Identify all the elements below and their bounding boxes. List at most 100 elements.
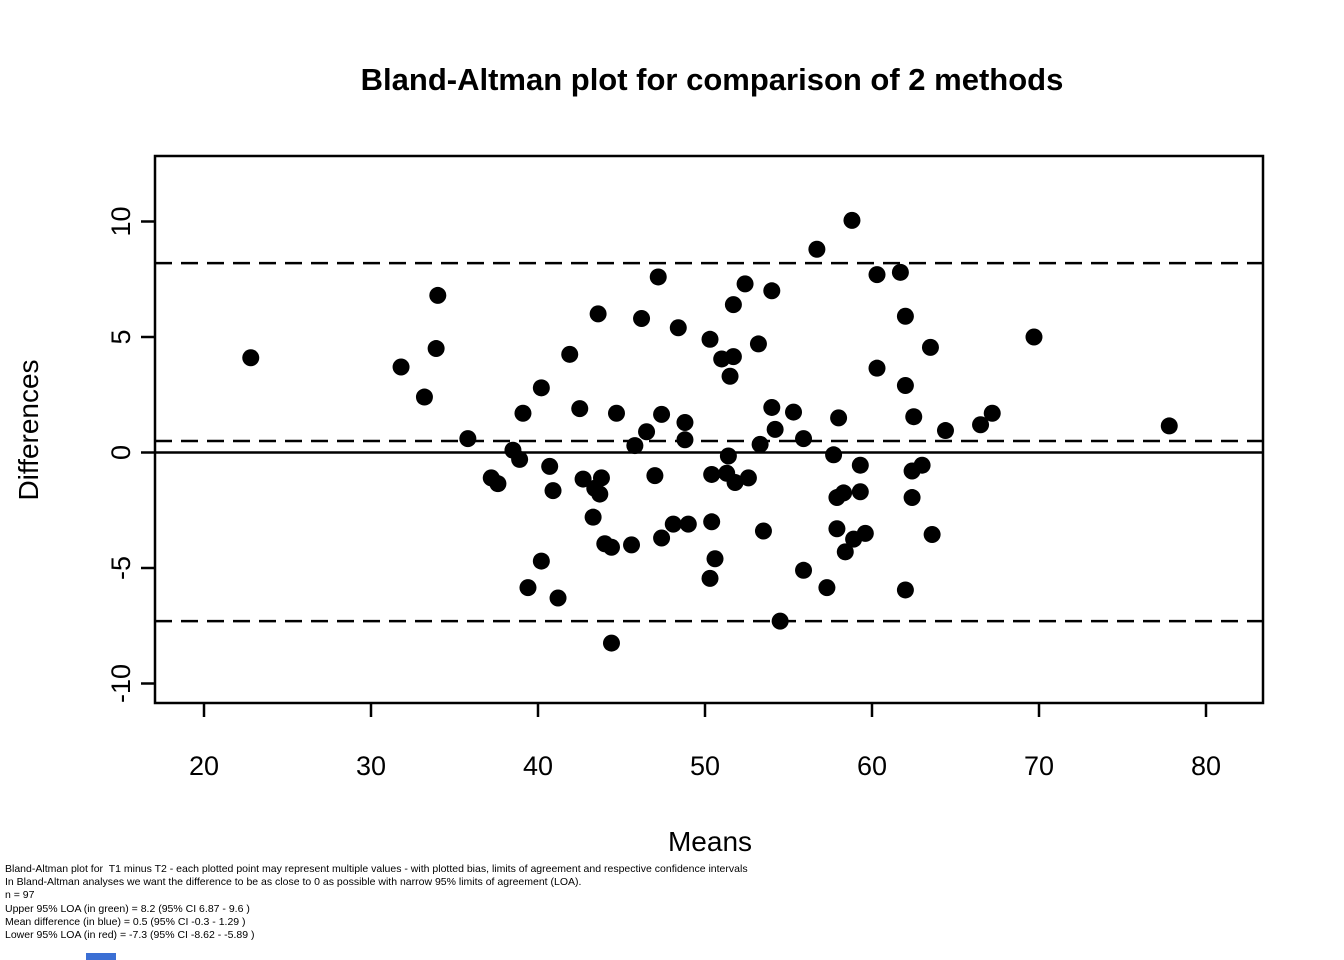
data-point bbox=[649, 268, 667, 286]
data-point bbox=[489, 475, 507, 493]
data-point bbox=[896, 307, 914, 325]
data-point bbox=[664, 515, 682, 533]
data-point bbox=[626, 437, 644, 455]
data-point bbox=[638, 423, 656, 441]
data-point bbox=[751, 435, 769, 453]
data-point bbox=[571, 400, 589, 418]
data-point bbox=[785, 403, 803, 421]
y-tick-label: 0 bbox=[106, 445, 136, 460]
x-tick-label: 50 bbox=[690, 751, 720, 781]
data-point bbox=[549, 589, 567, 607]
data-point bbox=[574, 470, 592, 488]
data-point bbox=[923, 526, 941, 544]
y-axis-ticks: -10 -5 0 5 10 bbox=[106, 206, 155, 703]
data-point bbox=[856, 524, 874, 542]
x-tick-label: 20 bbox=[189, 751, 219, 781]
data-point bbox=[653, 529, 671, 547]
data-point bbox=[392, 358, 410, 376]
data-point bbox=[519, 579, 537, 597]
data-point bbox=[544, 482, 562, 500]
data-point bbox=[724, 348, 742, 366]
data-point bbox=[602, 634, 620, 652]
data-point bbox=[623, 536, 641, 554]
data-point bbox=[766, 420, 784, 438]
data-point bbox=[429, 286, 447, 304]
scatter-points bbox=[242, 211, 1178, 652]
data-point bbox=[825, 446, 843, 464]
data-point bbox=[703, 513, 721, 531]
footnote-line: Upper 95% LOA (in green) = 8.2 (95% CI 6… bbox=[5, 902, 250, 915]
footnote-line: Lower 95% LOA (in red) = -7.3 (95% CI -8… bbox=[5, 929, 255, 942]
x-axis-title: Means bbox=[668, 826, 752, 857]
data-point bbox=[972, 416, 990, 434]
data-point bbox=[763, 282, 781, 300]
y-tick-label: 5 bbox=[106, 329, 136, 344]
data-point bbox=[703, 465, 721, 483]
plot-box bbox=[153, 154, 1265, 705]
data-point bbox=[913, 456, 931, 474]
data-point bbox=[532, 379, 550, 397]
data-point bbox=[808, 240, 826, 258]
footnote: Bland-Altman plot for T1 minus T2 - each… bbox=[5, 863, 748, 942]
data-point bbox=[835, 484, 853, 502]
footnote-line: Mean difference (in blue) = 0.5 (95% CI … bbox=[5, 915, 246, 928]
x-tick-label: 30 bbox=[356, 751, 386, 781]
data-point bbox=[921, 338, 939, 356]
data-point bbox=[561, 345, 579, 363]
y-tick-label: -10 bbox=[106, 664, 136, 703]
data-point bbox=[749, 335, 767, 353]
reference-lines bbox=[155, 261, 1263, 623]
data-point bbox=[936, 422, 954, 440]
data-point bbox=[591, 485, 609, 503]
data-point bbox=[763, 398, 781, 416]
data-point bbox=[739, 469, 757, 487]
chart-title: Bland-Altman plot for comparison of 2 me… bbox=[361, 62, 1064, 97]
data-point bbox=[602, 538, 620, 556]
data-point bbox=[896, 377, 914, 395]
data-point bbox=[1160, 417, 1178, 435]
data-point bbox=[584, 508, 602, 526]
data-point bbox=[868, 359, 886, 377]
data-point bbox=[896, 581, 914, 599]
data-point bbox=[721, 367, 739, 385]
data-point bbox=[724, 296, 742, 314]
data-point bbox=[541, 457, 559, 475]
data-point bbox=[795, 561, 813, 579]
data-point bbox=[514, 404, 532, 422]
data-point bbox=[818, 579, 836, 597]
data-point bbox=[679, 515, 697, 533]
footnote-line: Bland-Altman plot for T1 minus T2 - each… bbox=[5, 863, 748, 875]
data-point bbox=[415, 388, 433, 406]
data-point bbox=[459, 430, 477, 448]
x-axis-ticks: 20 30 40 50 60 70 80 bbox=[189, 703, 1221, 781]
x-tick-label: 70 bbox=[1024, 751, 1054, 781]
data-point bbox=[701, 330, 719, 348]
y-tick-label: 10 bbox=[106, 206, 136, 236]
data-point bbox=[607, 404, 625, 422]
data-point bbox=[983, 404, 1001, 422]
data-point bbox=[795, 430, 813, 448]
data-point bbox=[828, 520, 846, 538]
data-point bbox=[646, 467, 664, 485]
footnote-line: In Bland-Altman analyses we want the dif… bbox=[5, 876, 582, 889]
data-point bbox=[669, 319, 687, 337]
x-tick-label: 40 bbox=[523, 751, 553, 781]
data-point bbox=[903, 489, 921, 507]
data-point bbox=[719, 447, 737, 465]
data-point bbox=[427, 340, 445, 358]
data-point bbox=[706, 550, 724, 568]
data-point bbox=[242, 349, 260, 367]
data-point bbox=[851, 456, 869, 474]
data-point bbox=[830, 409, 848, 427]
y-axis-title: Differences bbox=[13, 359, 44, 500]
data-point bbox=[771, 612, 789, 630]
bottom-left-blue-artifact bbox=[86, 953, 116, 960]
data-point bbox=[836, 543, 854, 561]
data-point bbox=[868, 266, 886, 284]
y-tick-label: -5 bbox=[106, 556, 136, 580]
data-point bbox=[589, 305, 607, 323]
data-point bbox=[511, 450, 529, 468]
data-point bbox=[676, 431, 694, 449]
